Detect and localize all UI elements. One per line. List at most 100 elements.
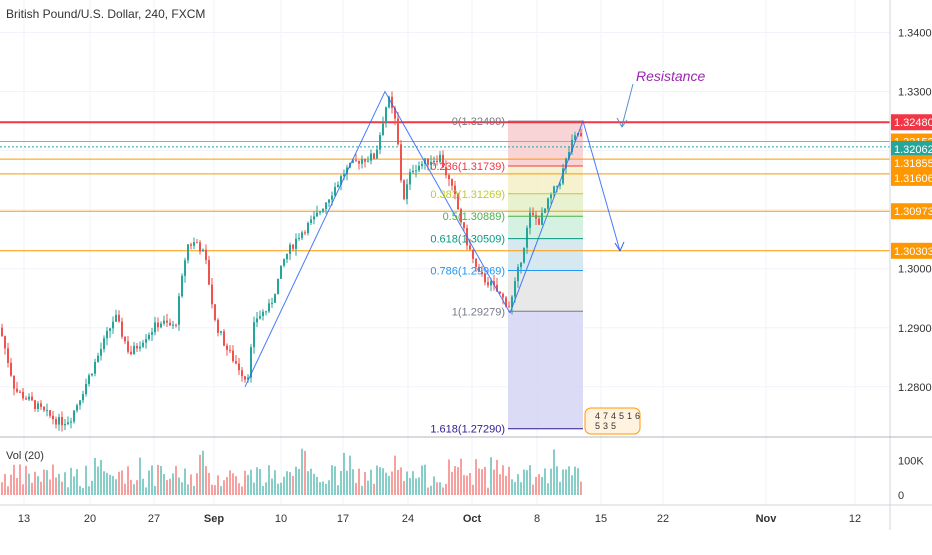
price-tags[interactable]: 1.324801.321531.3206203:08:181.318551.31… — [891, 114, 932, 259]
fibonacci-zone — [508, 166, 583, 194]
volume-bar — [439, 482, 441, 495]
candle-body — [202, 249, 204, 252]
volume-bar — [310, 468, 312, 495]
fibonacci-zone — [508, 238, 583, 271]
candle-body — [274, 294, 276, 303]
volume-bar — [205, 466, 207, 495]
candle-body — [499, 291, 501, 294]
volume-bar — [1, 482, 3, 495]
candle-body — [64, 424, 66, 426]
candle-body — [97, 355, 99, 362]
fib-level-label: 0.236(1.31739) — [430, 161, 505, 173]
volume-bar — [496, 459, 498, 495]
volume-bar — [25, 465, 27, 495]
volume-bar — [187, 484, 189, 495]
volume-bar — [211, 484, 213, 495]
candle-body — [373, 153, 375, 159]
candle-body — [103, 338, 105, 350]
volume-bar — [337, 485, 339, 495]
volume-bar — [226, 477, 228, 495]
x-tick-label: Oct — [463, 513, 482, 525]
volume-bar — [247, 474, 249, 495]
volume-bar — [82, 487, 84, 495]
candle-body — [424, 158, 426, 164]
x-tick-label: 12 — [849, 513, 861, 525]
x-tick-label: 10 — [275, 513, 287, 525]
fibonacci-zone — [508, 193, 583, 217]
candle-body — [544, 208, 546, 213]
candle-body — [469, 245, 471, 250]
volume-bar — [484, 466, 486, 495]
candle-body — [487, 282, 489, 286]
price-tag-last[interactable] — [891, 140, 932, 157]
volume-bar — [556, 466, 558, 495]
candle-body — [52, 415, 54, 420]
candle-body — [355, 160, 357, 162]
volume-bar — [541, 476, 543, 495]
candle-body — [547, 198, 549, 209]
candle-body — [115, 314, 117, 322]
candle-body — [445, 167, 447, 176]
candle-body — [196, 242, 198, 244]
candle-body — [535, 215, 537, 219]
volume-bar — [259, 468, 261, 495]
candle-body — [529, 212, 531, 228]
volume-bar — [112, 476, 114, 495]
candle-body — [295, 238, 297, 249]
price-tag-last-text[interactable]: 1.32062 — [894, 144, 932, 156]
price-tag[interactable] — [891, 155, 932, 172]
candle-body — [502, 293, 504, 298]
candle-body — [397, 118, 399, 145]
candle-body — [175, 324, 177, 326]
fibonacci-zones — [508, 121, 583, 429]
candle-body — [235, 361, 237, 364]
volume-bar — [115, 479, 117, 495]
fibonacci-zone — [508, 270, 583, 312]
price-tag-text[interactable]: 1.30973 — [894, 206, 932, 218]
price-tag[interactable] — [891, 169, 932, 186]
candle-body — [403, 180, 405, 200]
volume-bar — [340, 470, 342, 495]
candle-body — [40, 403, 42, 407]
candle-body — [412, 170, 414, 173]
candle-body — [574, 135, 576, 140]
price-tag-text[interactable]: 1.30303 — [894, 246, 932, 258]
x-tick-label: 13 — [18, 513, 30, 525]
fib-level-label: 1(1.29279) — [452, 306, 505, 318]
fib-level-label: 0.5(1.30889) — [443, 211, 505, 223]
candle-body — [187, 244, 189, 261]
volume-bar — [559, 481, 561, 495]
volume-bar — [343, 452, 345, 495]
candle-body — [22, 391, 24, 399]
candle-body — [343, 174, 345, 177]
volume-bar — [580, 481, 582, 495]
volume-tick-label: 0 — [898, 490, 904, 502]
candle-body — [526, 227, 528, 248]
volume-bar — [58, 473, 60, 495]
pattern-arrowhead — [614, 241, 625, 253]
volume-bar — [235, 476, 237, 495]
volume-bar — [295, 466, 297, 495]
price-tag-resistance-text[interactable]: 1.32480 — [894, 117, 932, 129]
x-tick-label: 8 — [534, 513, 540, 525]
price-tag-resistance[interactable] — [891, 114, 932, 131]
price-tag-text[interactable]: 1.31606 — [894, 173, 932, 185]
price-tag-text[interactable]: 1.31855 — [894, 158, 932, 170]
volume-bar — [427, 487, 429, 495]
price-tag[interactable] — [891, 242, 932, 259]
candle-body — [217, 319, 219, 333]
axes: 1.340001.330001.320001.310001.300001.290… — [0, 0, 932, 530]
candle-body — [178, 296, 180, 325]
candle-body — [1, 327, 3, 337]
candle-body — [301, 232, 303, 238]
volume-bar — [391, 471, 393, 495]
volume-bar — [67, 487, 69, 495]
price-tag[interactable] — [891, 203, 932, 220]
candle-body — [430, 162, 432, 165]
volume-bar — [445, 483, 447, 495]
candle-body — [112, 321, 114, 329]
candle-body — [286, 253, 288, 260]
fibonacci-zone — [508, 121, 583, 167]
volume-bar — [388, 475, 390, 495]
